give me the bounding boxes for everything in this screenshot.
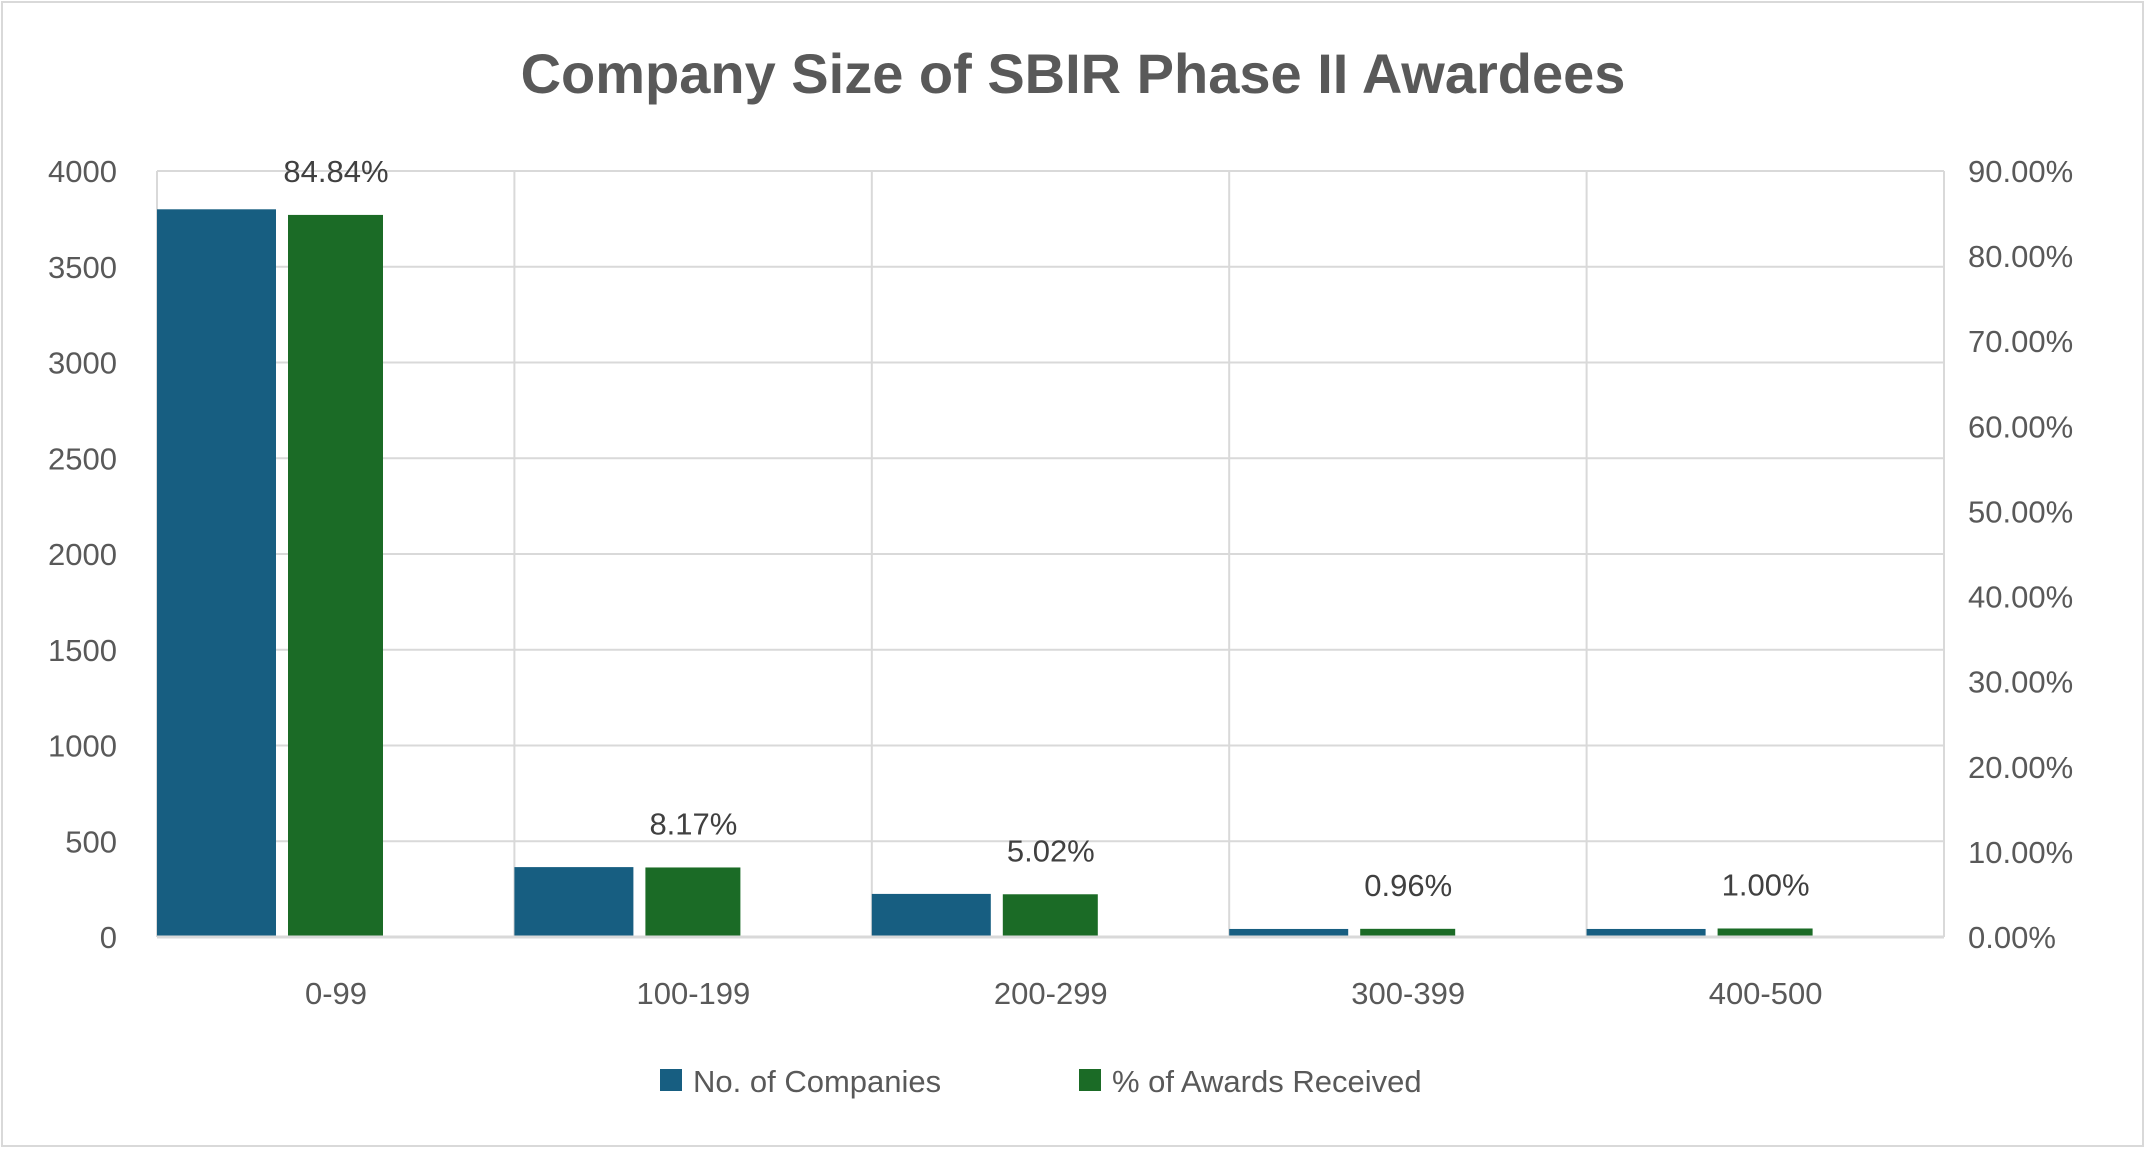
data-label: 0.96% <box>1364 868 1452 903</box>
data-label: 5.02% <box>1007 833 1095 868</box>
y2-tick-label: 10.00% <box>1968 835 2073 870</box>
chart-title: Company Size of SBIR Phase II Awardees <box>521 42 1626 105</box>
y2-tick-label: 80.00% <box>1968 239 2073 274</box>
y2-tick-label: 20.00% <box>1968 750 2073 785</box>
data-label: 8.17% <box>649 806 737 841</box>
bar-no-of-companies <box>157 209 276 938</box>
bar-pct-awards <box>1717 928 1813 937</box>
y-tick-label: 0 <box>100 920 117 955</box>
y2-tick-label: 70.00% <box>1968 324 2073 359</box>
data-label: 1.00% <box>1722 867 1810 902</box>
y2-tick-label: 90.00% <box>1968 154 2073 189</box>
y-tick-label: 1500 <box>48 633 117 668</box>
legend: No. of Companies % of Awards Received <box>660 1064 1422 1099</box>
bar-no-of-companies <box>1586 928 1706 937</box>
bar-no-of-companies <box>514 867 634 937</box>
bar-pct-awards <box>1360 928 1456 937</box>
y2-tick-label: 40.00% <box>1968 580 2073 615</box>
y-tick-label: 2500 <box>48 441 117 476</box>
gridlines <box>156 170 1945 938</box>
y2-tick-label: 50.00% <box>1968 494 2073 529</box>
y2-tick-label: 0.00% <box>1968 920 2056 955</box>
y-tick-label: 3500 <box>48 250 117 285</box>
bar-no-of-companies <box>871 893 991 937</box>
legend-label: % of Awards Received <box>1112 1064 1422 1099</box>
bar-pct-awards <box>1002 894 1098 937</box>
y-tick-label: 4000 <box>48 154 117 189</box>
legend-label: No. of Companies <box>693 1064 941 1099</box>
bars: 84.84% 8.17% 5.02% 0.96% 1.00% <box>157 154 1813 938</box>
y-tick-label: 3000 <box>48 346 117 381</box>
bar-pct-awards <box>288 214 383 937</box>
x-tick-label: 100-199 <box>637 976 751 1011</box>
y-tick-label: 2000 <box>48 537 117 572</box>
x-tick-label: 400-500 <box>1709 976 1823 1011</box>
legend-swatch <box>660 1069 682 1091</box>
data-label: 84.84% <box>283 154 388 189</box>
bar-pct-awards <box>645 867 741 937</box>
y2-tick-label: 30.00% <box>1968 665 2073 700</box>
y2-tick-label: 60.00% <box>1968 409 2073 444</box>
legend-swatch <box>1079 1069 1101 1091</box>
y-tick-label: 1000 <box>48 729 117 764</box>
x-tick-label: 300-399 <box>1351 976 1465 1011</box>
axes: 0 500 1000 1500 2000 2500 3000 3500 4000 0.00% 10.… <box>48 154 2073 1011</box>
x-tick-label: 200-299 <box>994 976 1108 1011</box>
bar-no-of-companies <box>1229 928 1349 937</box>
y-tick-label: 500 <box>65 824 117 859</box>
x-tick-label: 0-99 <box>305 976 367 1011</box>
